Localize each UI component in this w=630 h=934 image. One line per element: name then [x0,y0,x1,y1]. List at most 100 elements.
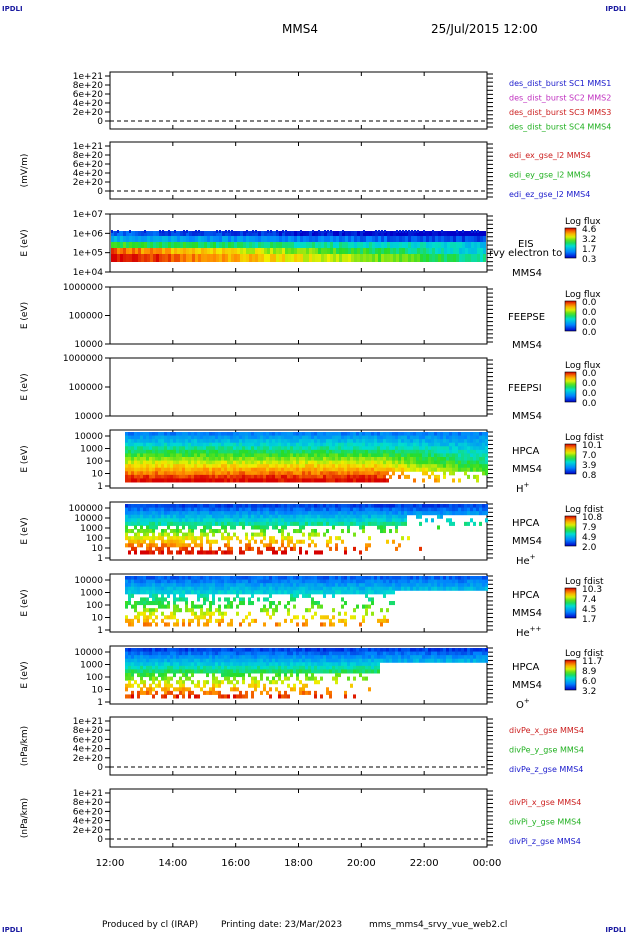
spec-cell [176,521,179,526]
spec-cell [200,442,203,447]
spec-cell [227,518,230,523]
spec-cell [266,583,269,588]
spec-cell [318,254,321,262]
spec-cell [200,467,203,472]
spec-cell [245,439,248,444]
spec-cell [209,648,212,653]
spec-cell [239,514,242,519]
spec-cell [392,449,395,454]
spec-cell [434,446,437,451]
spec-cell [221,680,224,685]
spec-cell [446,439,449,444]
spec-cell [287,439,290,444]
y-tick-label: 1 [97,554,103,564]
spec-cell [191,478,194,483]
spec-cell [371,507,374,512]
spec-cell [167,601,170,606]
spec-cell [335,432,338,437]
spec-cell [473,446,476,451]
spec-cell [174,231,177,236]
spec-cell [230,673,233,678]
spec-cell [413,583,416,588]
spec-cell [473,474,476,479]
spec-cell [329,453,332,458]
spec-cell [344,478,347,483]
spec-cell [152,601,155,606]
spec-cell [173,478,176,483]
spec-cell [188,618,191,623]
spec-cell [392,439,395,444]
spec-cell [125,439,128,444]
spec-cell [353,435,356,440]
spec-cell [326,586,329,591]
spec-cell [221,662,224,667]
spec-cell [344,457,347,462]
spec-cell [191,439,194,444]
spec-cell [200,583,203,588]
spec-cell [312,230,314,233]
spec-cell [188,507,191,512]
spec-cell [276,236,279,242]
spec-cell [242,586,245,591]
spec-cell [465,236,468,242]
spec-cell [239,439,242,444]
instrument-label: EIS [518,239,534,250]
spec-cell [206,464,209,469]
spec-cell [248,521,251,526]
spec-cell [188,439,191,444]
spec-cell [350,576,353,581]
spec-cell [191,536,194,541]
spec-cell [233,435,236,440]
spec-cell [368,543,371,548]
spec-cell [320,576,323,581]
spec-cell [323,622,326,627]
spec-cell [293,453,296,458]
spec-cell [350,471,353,476]
spec-cell [410,460,413,465]
spec-cell [221,442,224,447]
spec-cell [197,694,200,699]
spec-cell [450,248,453,254]
spec-cell [368,583,371,588]
y-tick-label: 10000 [74,576,103,586]
spec-cell [212,597,215,602]
spec-cell [485,442,488,447]
spec-cell [384,236,387,242]
colorbar-title: Log flux [565,217,601,227]
spec-cell [422,507,425,512]
colorbar-tick-label: 2.0 [582,543,597,553]
spec-cell [189,231,192,236]
spec-cell [302,579,305,584]
spec-cell [365,460,368,465]
spec-cell [440,435,443,440]
spec-cell [315,248,318,254]
spec-cell [194,511,197,516]
spec-cell [485,449,488,454]
spec-cell [170,590,173,595]
spec-cell [416,442,419,447]
spec-cell [296,511,299,516]
spec-cell [161,543,164,548]
spec-cell [476,453,479,458]
spec-cell [339,254,342,262]
spec-cell [131,586,134,591]
spec-cell [485,460,488,465]
spec-cell [260,504,263,509]
y-tick-label: 10000 [74,412,103,422]
spec-cell [455,442,458,447]
spec-cell [155,622,158,627]
spec-cell [437,514,440,519]
spec-cell [131,464,134,469]
spec-cell [248,507,251,512]
spec-cell [465,231,468,236]
spec-cell [335,536,338,541]
spec-cell [179,435,182,440]
spec-cell [344,467,347,472]
spec-cell [185,521,188,526]
spec-cell [441,231,444,236]
spec-cell [407,507,410,512]
spec-cell [143,511,146,516]
spec-cell [260,590,263,595]
spec-cell [290,474,293,479]
spec-cell [326,539,329,544]
